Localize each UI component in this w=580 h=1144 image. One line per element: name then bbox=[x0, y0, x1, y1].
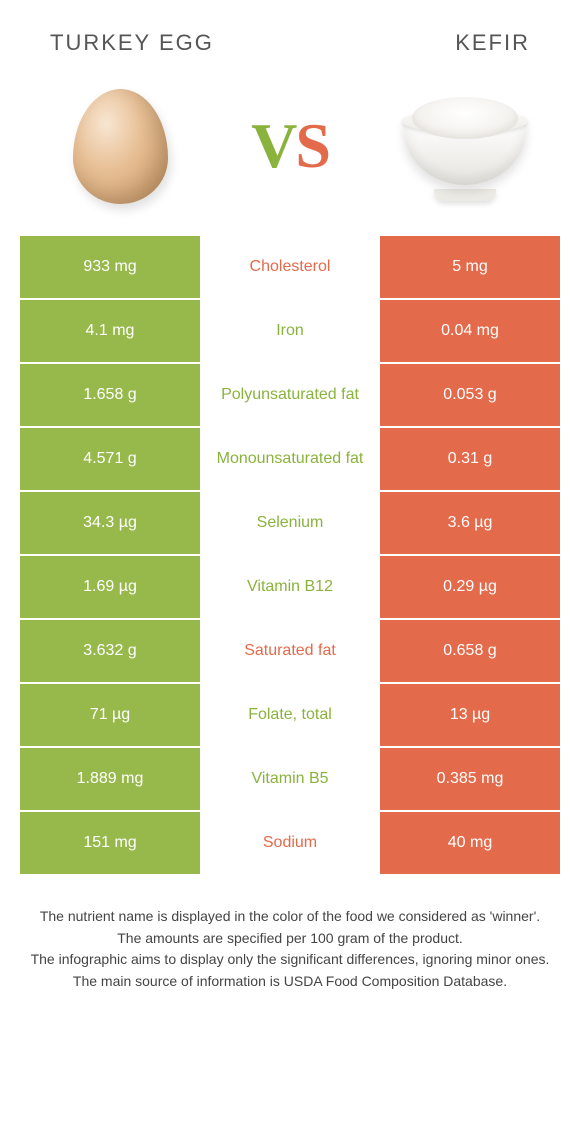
left-value-cell: 1.658 g bbox=[20, 364, 200, 426]
right-value-cell: 3.6 µg bbox=[380, 492, 560, 554]
right-value-cell: 5 mg bbox=[380, 236, 560, 298]
table-row: 1.889 mgVitamin B50.385 mg bbox=[20, 748, 560, 810]
left-value-cell: 933 mg bbox=[20, 236, 200, 298]
nutrient-label-cell: Polyunsaturated fat bbox=[200, 364, 380, 426]
right-food-title: KEFIR bbox=[455, 30, 530, 56]
vs-v-letter: V bbox=[251, 110, 295, 181]
nutrient-label-cell: Vitamin B12 bbox=[200, 556, 380, 618]
nutrient-label-cell: Vitamin B5 bbox=[200, 748, 380, 810]
right-value-cell: 0.29 µg bbox=[380, 556, 560, 618]
footer-line-3: The infographic aims to display only the… bbox=[30, 949, 550, 971]
left-value-cell: 1.69 µg bbox=[20, 556, 200, 618]
nutrient-label-cell: Selenium bbox=[200, 492, 380, 554]
table-row: 1.69 µgVitamin B120.29 µg bbox=[20, 556, 560, 618]
nutrient-label-cell: Saturated fat bbox=[200, 620, 380, 682]
left-value-cell: 1.889 mg bbox=[20, 748, 200, 810]
right-value-cell: 0.658 g bbox=[380, 620, 560, 682]
table-row: 1.658 gPolyunsaturated fat0.053 g bbox=[20, 364, 560, 426]
vs-row: VS bbox=[0, 66, 580, 236]
kefir-bowl-icon bbox=[400, 86, 520, 206]
nutrient-table: 933 mgCholesterol5 mg4.1 mgIron0.04 mg1.… bbox=[20, 236, 560, 874]
nutrient-label-cell: Monounsaturated fat bbox=[200, 428, 380, 490]
right-value-cell: 40 mg bbox=[380, 812, 560, 874]
nutrient-label-cell: Sodium bbox=[200, 812, 380, 874]
table-row: 4.571 gMonounsaturated fat0.31 g bbox=[20, 428, 560, 490]
left-value-cell: 4.1 mg bbox=[20, 300, 200, 362]
table-row: 34.3 µgSelenium3.6 µg bbox=[20, 492, 560, 554]
nutrient-label-cell: Cholesterol bbox=[200, 236, 380, 298]
table-row: 3.632 gSaturated fat0.658 g bbox=[20, 620, 560, 682]
left-value-cell: 3.632 g bbox=[20, 620, 200, 682]
table-row: 933 mgCholesterol5 mg bbox=[20, 236, 560, 298]
right-value-cell: 0.31 g bbox=[380, 428, 560, 490]
header: TURKEY EGG KEFIR bbox=[0, 0, 580, 66]
vs-s-letter: S bbox=[295, 110, 329, 181]
footer-line-4: The main source of information is USDA F… bbox=[30, 971, 550, 993]
right-value-cell: 0.053 g bbox=[380, 364, 560, 426]
left-value-cell: 71 µg bbox=[20, 684, 200, 746]
footer-notes: The nutrient name is displayed in the co… bbox=[0, 876, 580, 993]
table-row: 151 mgSodium40 mg bbox=[20, 812, 560, 874]
right-value-cell: 13 µg bbox=[380, 684, 560, 746]
turkey-egg-icon bbox=[60, 86, 180, 206]
footer-line-1: The nutrient name is displayed in the co… bbox=[30, 906, 550, 928]
right-value-cell: 0.385 mg bbox=[380, 748, 560, 810]
table-row: 71 µgFolate, total13 µg bbox=[20, 684, 560, 746]
table-row: 4.1 mgIron0.04 mg bbox=[20, 300, 560, 362]
vs-label: VS bbox=[251, 109, 329, 183]
left-value-cell: 151 mg bbox=[20, 812, 200, 874]
nutrient-label-cell: Iron bbox=[200, 300, 380, 362]
right-value-cell: 0.04 mg bbox=[380, 300, 560, 362]
left-value-cell: 34.3 µg bbox=[20, 492, 200, 554]
left-food-title: TURKEY EGG bbox=[50, 30, 214, 56]
nutrient-label-cell: Folate, total bbox=[200, 684, 380, 746]
left-value-cell: 4.571 g bbox=[20, 428, 200, 490]
footer-line-2: The amounts are specified per 100 gram o… bbox=[30, 928, 550, 950]
